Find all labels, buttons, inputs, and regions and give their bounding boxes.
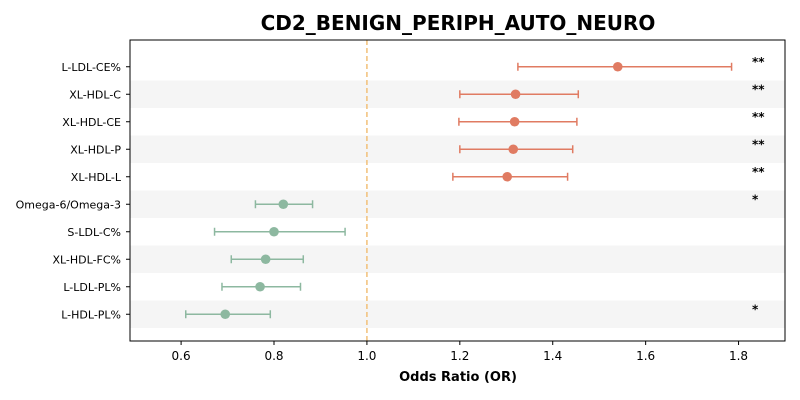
or-row-9 [184, 309, 272, 320]
y-tick-label: L-HDL-PL% [61, 308, 121, 321]
or-row-1 [459, 89, 580, 100]
or-row-5 [254, 199, 314, 210]
or-point [612, 61, 623, 72]
or-row-4 [452, 171, 569, 182]
x-tick-label: 1.4 [543, 349, 562, 363]
x-tick-label: 1.8 [729, 349, 748, 363]
y-tick-label: S-LDL-C% [67, 226, 121, 239]
significance-marker: ** [752, 137, 765, 151]
x-tick-label: 0.6 [172, 349, 191, 363]
or-row-7 [230, 254, 305, 265]
data-marks [184, 61, 733, 320]
significance-marker: ** [752, 165, 765, 179]
or-point [255, 281, 265, 292]
significance-marker: ** [752, 55, 765, 69]
or-point [278, 199, 289, 210]
or-point [502, 171, 513, 182]
x-axis-label: Odds Ratio (OR) [399, 370, 517, 385]
chart-title: CD2_BENIGN_PERIPH_AUTO_NEURO [261, 11, 656, 35]
or-point [269, 226, 279, 237]
row-bands [130, 80, 785, 328]
plot-frame [129, 39, 786, 342]
y-tick-label: XL-HDL-C [69, 88, 121, 101]
or-row-3 [459, 144, 574, 155]
or-row-0 [517, 61, 733, 72]
y-tick-label: XL-HDL-L [71, 171, 122, 184]
y-tick-label: XL-HDL-P [70, 143, 121, 156]
significance-marker: * [752, 192, 759, 206]
y-tick-label: L-LDL-PL% [63, 281, 121, 294]
y-tick-label: L-LDL-CE% [62, 61, 122, 74]
or-point [508, 144, 519, 155]
x-tick-label: 0.8 [264, 349, 283, 363]
or-point [220, 309, 231, 320]
significance-marker: ** [752, 110, 765, 124]
x-ticks: 0.6 0.8 1.0 1.2 1.4 1.6 1.8 [172, 341, 748, 363]
x-tick-label: 1.0 [357, 349, 376, 363]
y-tick-label: XL-HDL-CE [62, 116, 121, 129]
or-point [260, 254, 271, 265]
or-point [510, 89, 521, 100]
x-tick-label: 1.2 [450, 349, 469, 363]
or-row-2 [458, 116, 578, 127]
y-tick-labels: L-LDL-CE% XL-HDL-C XL-HDL-CE XL-HDL-P XL-HDL… [16, 61, 130, 321]
x-tick-label: 1.6 [636, 349, 655, 363]
row-band [130, 245, 785, 273]
significance-marker: * [752, 302, 759, 316]
y-tick-label: XL-HDL-FC% [52, 253, 121, 266]
or-row-8 [221, 281, 302, 292]
row-band [130, 80, 785, 108]
row-band [130, 135, 785, 163]
or-row-6 [213, 226, 346, 237]
significance-marker: ** [752, 82, 765, 96]
row-band [130, 190, 785, 218]
or-point [509, 116, 520, 127]
significance-labels: ************ [752, 55, 765, 317]
y-tick-label: Omega-6/Omega-3 [16, 198, 121, 211]
